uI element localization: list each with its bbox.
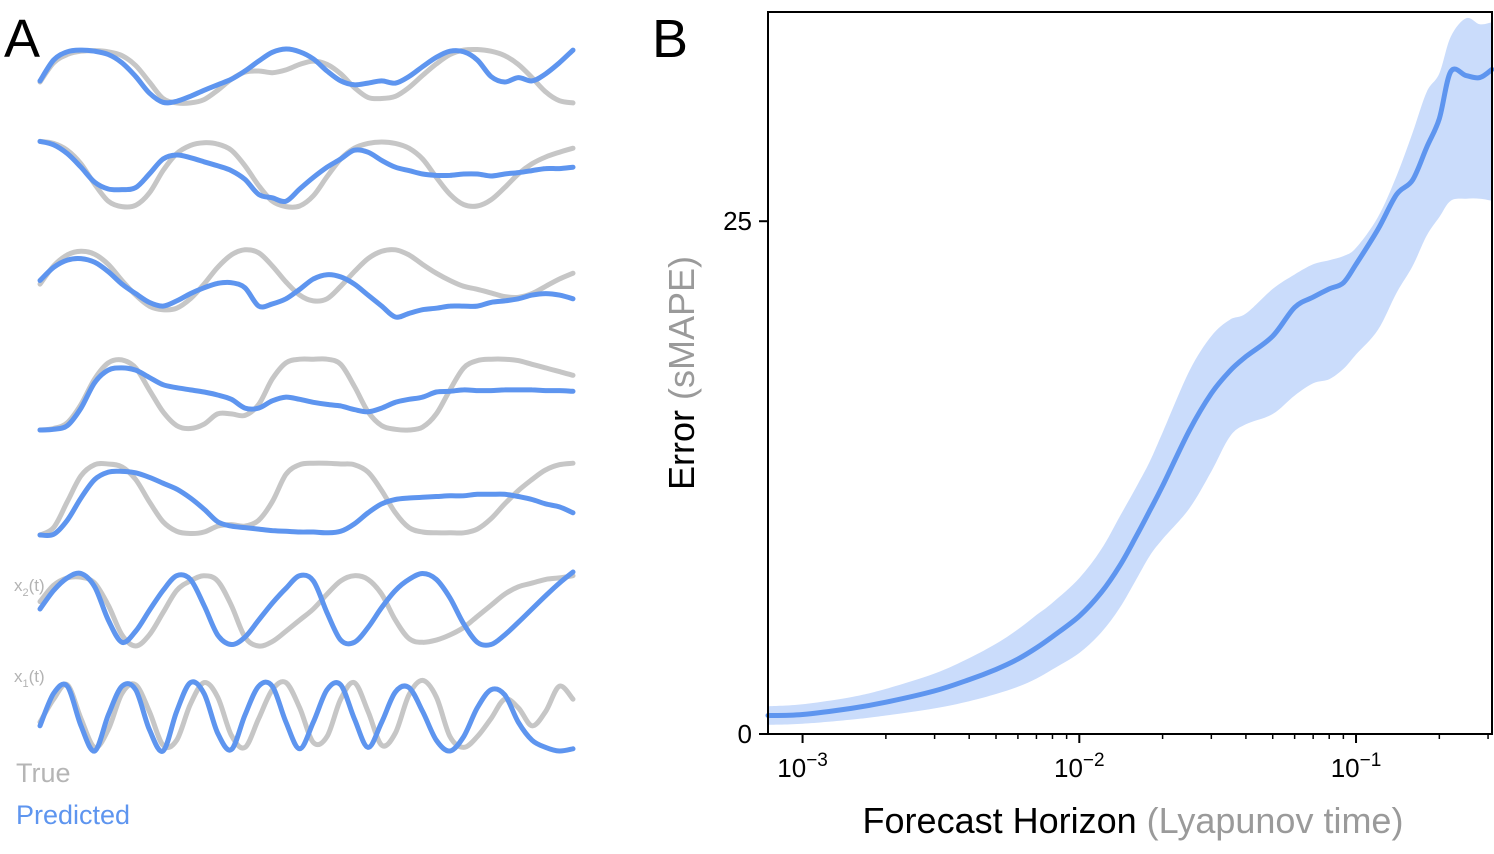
- predicted-trace: [37, 569, 576, 648]
- plot-frame: [767, 11, 1493, 735]
- legend-true-label: True: [16, 758, 71, 788]
- predicted-trace: [37, 468, 576, 539]
- x-axis-title: Forecast Horizon (Lyapunov time): [863, 800, 1404, 841]
- true-trace: [37, 460, 576, 538]
- predicted-trace: [37, 138, 576, 205]
- panel-b-plot: 10−3 10−2 10−1 0 25: [723, 11, 1494, 783]
- x-tick-label: 10−3: [777, 750, 828, 783]
- row-label-x2: x2(t): [14, 576, 45, 599]
- true-trace: [37, 573, 576, 649]
- panel-a-letter: A: [4, 9, 40, 69]
- panel-b-letter: B: [652, 9, 688, 69]
- error-confidence-band: [768, 17, 1492, 725]
- panel-a-traces: [37, 46, 576, 754]
- y-tick-label: 0: [738, 719, 752, 749]
- true-trace: [37, 46, 576, 106]
- x-axis-ticks: 10−3 10−2 10−1: [777, 734, 1489, 783]
- y-tick-label: 25: [723, 206, 752, 236]
- legend-predicted-label: Predicted: [16, 800, 130, 830]
- error-mean-line: [765, 66, 1494, 718]
- true-trace: [37, 138, 576, 210]
- row-label-x1: x1(t): [14, 667, 45, 690]
- y-axis-ticks: 0 25: [723, 206, 768, 749]
- x-tick-label: 10−2: [1054, 750, 1105, 783]
- predicted-trace: [37, 255, 576, 320]
- predicted-trace: [37, 46, 576, 106]
- y-axis-title: Error(sMAPE): [661, 256, 702, 490]
- predicted-trace: [37, 365, 576, 433]
- true-trace: [37, 356, 576, 433]
- x-tick-label: 10−1: [1331, 750, 1382, 783]
- predicted-trace: [37, 679, 576, 754]
